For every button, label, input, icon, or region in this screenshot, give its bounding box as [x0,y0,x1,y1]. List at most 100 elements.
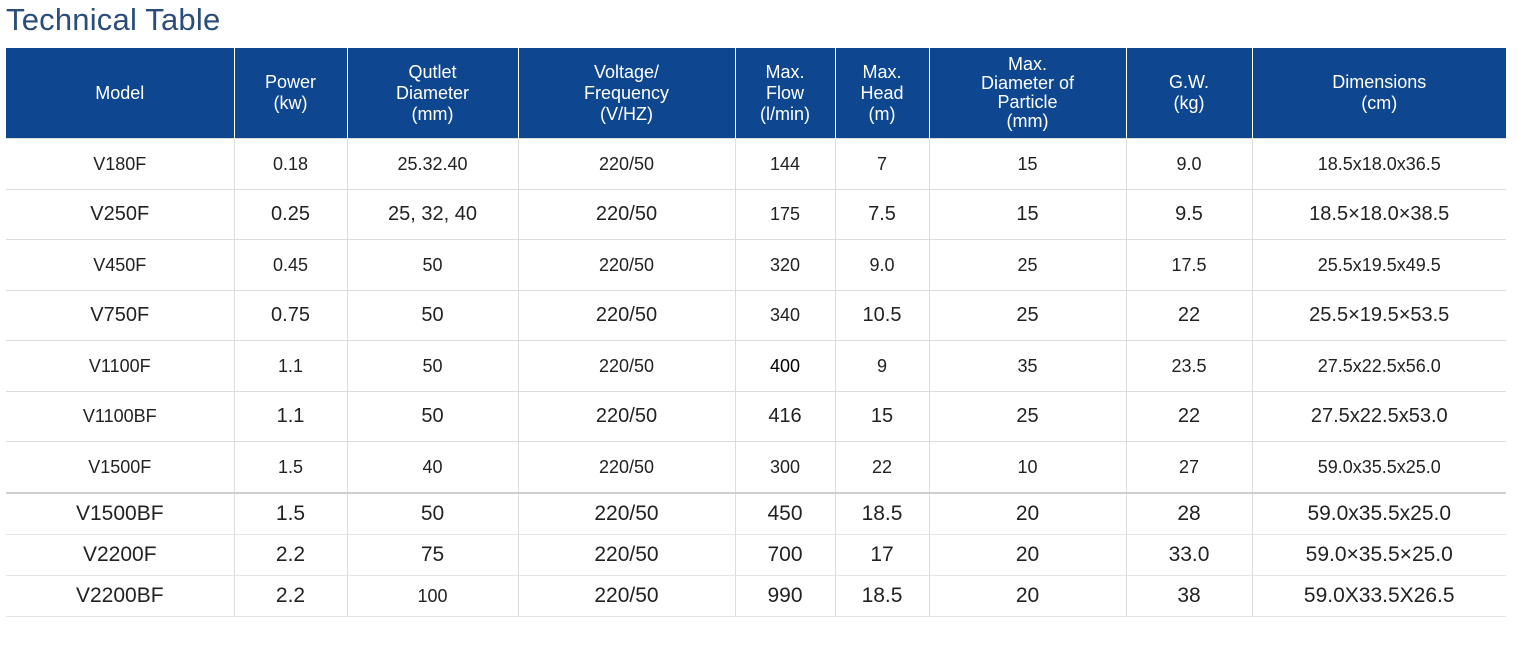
cell-head: 7 [834,138,929,190]
cell-particle: 20 [928,534,1126,576]
table-row: V2200BF 2.2 100 220/50 990 18.5 20 38 59… [6,575,1506,617]
cell-model: V1500F [6,441,234,494]
header-power: Power (kw) [233,48,347,139]
cell-head: 7.5 [834,189,929,240]
cell-head: 9 [834,340,929,392]
cell-outlet: 50 [346,391,518,442]
cell-dimensions: 25.5x19.5x49.5 [1251,239,1506,291]
cell-power: 1.1 [233,340,347,392]
cell-flow: 450 [734,493,835,535]
cell-gw: 9.5 [1125,189,1252,240]
cell-model: V1100F [6,340,234,392]
header-max-flow: Max. Flow (l/min) [734,48,835,139]
cell-gw: 17.5 [1125,239,1252,291]
table-row: V1500F 1.5 40 220/50 300 22 10 27 59.0x3… [6,441,1506,494]
cell-dimensions: 27.5x22.5x56.0 [1251,340,1506,392]
cell-outlet: 25.32.40 [346,138,518,190]
cell-power: 0.18 [233,138,347,190]
cell-head: 15 [834,391,929,442]
cell-voltage: 220/50 [517,441,735,494]
table-row: V750F 0.75 50 220/50 340 10.5 25 22 25.5… [6,290,1506,341]
cell-voltage: 220/50 [517,391,735,442]
cell-dimensions: 27.5x22.5x53.0 [1251,391,1506,442]
header-voltage-frequency: Voltage/Frequency (V/HZ) [517,48,735,139]
cell-model: V450F [6,239,234,291]
header-max-particle: Max. Diameter of Particle (mm) [928,48,1126,139]
cell-dimensions: 18.5x18.0x36.5 [1251,138,1506,190]
cell-voltage: 220/50 [517,534,735,576]
cell-outlet: 50 [346,340,518,392]
cell-particle: 15 [928,189,1126,240]
cell-outlet: 50 [346,239,518,291]
table-row: V1500BF 1.5 50 220/50 450 18.5 20 28 59.… [6,493,1506,535]
cell-voltage: 220/50 [517,290,735,341]
table-header-row: Model Power (kw) Qutlet Diameter (mm) Volta… [6,48,1506,139]
cell-particle: 20 [928,493,1126,535]
cell-flow: 144 [734,138,835,190]
cell-flow: 990 [734,575,835,617]
cell-model: V750F [6,290,234,341]
cell-dimensions: 59.0X33.5X26.5 [1251,575,1506,617]
cell-voltage: 220/50 [517,239,735,291]
cell-particle: 20 [928,575,1126,617]
cell-gw: 27 [1125,441,1252,494]
cell-dimensions: 59.0×35.5×25.0 [1251,534,1506,576]
cell-gw: 22 [1125,391,1252,442]
cell-particle: 25 [928,239,1126,291]
cell-power: 1.5 [233,493,347,535]
cell-power: 0.75 [233,290,347,341]
cell-particle: 15 [928,138,1126,190]
header-model: Model [6,48,234,139]
cell-flow: 700 [734,534,835,576]
cell-flow: 340 [734,290,835,341]
header-outlet-diameter: Qutlet Diameter (mm) [346,48,518,139]
table-row: V1100F 1.1 50 220/50 400 9 35 23.5 27.5x… [6,340,1506,392]
cell-outlet: 75 [346,534,518,576]
cell-outlet: 100 [346,575,518,617]
cell-particle: 10 [928,441,1126,494]
cell-voltage: 220/50 [517,340,735,392]
cell-head: 17 [834,534,929,576]
cell-voltage: 220/50 [517,575,735,617]
cell-flow: 320 [734,239,835,291]
cell-model: V250F [6,189,234,240]
cell-flow: 300 [734,441,835,494]
cell-model: V180F [6,138,234,190]
header-gross-weight: G.W. (kg) [1125,48,1252,139]
cell-gw: 38 [1125,575,1252,617]
cell-outlet: 50 [346,290,518,341]
cell-flow: 175 [734,189,835,240]
cell-dimensions: 59.0x35.5x25.0 [1251,441,1506,494]
header-dimensions: Dimensions (cm) [1251,48,1506,139]
cell-power: 1.1 [233,391,347,442]
table-row: V250F 0.25 25, 32, 40 220/50 175 7.5 15 … [6,189,1506,240]
cell-outlet: 40 [346,441,518,494]
cell-dimensions: 25.5×19.5×53.5 [1251,290,1506,341]
cell-head: 9.0 [834,239,929,291]
cell-outlet: 50 [346,493,518,535]
cell-particle: 25 [928,391,1126,442]
page-title: Technical Table [6,2,221,37]
cell-power: 0.25 [233,189,347,240]
cell-voltage: 220/50 [517,189,735,240]
cell-flow: 400 [734,340,835,392]
cell-power: 2.2 [233,534,347,576]
cell-power: 2.2 [233,575,347,617]
cell-gw: 22 [1125,290,1252,341]
cell-model: V2200F [6,534,234,576]
cell-outlet: 25, 32, 40 [346,189,518,240]
header-max-head: Max. Head (m) [834,48,929,139]
cell-particle: 25 [928,290,1126,341]
cell-head: 10.5 [834,290,929,341]
cell-gw: 33.0 [1125,534,1252,576]
cell-dimensions: 59.0x35.5x25.0 [1251,493,1506,535]
cell-dimensions: 18.5×18.0×38.5 [1251,189,1506,240]
cell-power: 1.5 [233,441,347,494]
table-row: V2200F 2.2 75 220/50 700 17 20 33.0 59.0… [6,534,1506,576]
table-row: V180F 0.18 25.32.40 220/50 144 7 15 9.0 … [6,138,1506,190]
cell-particle: 35 [928,340,1126,392]
cell-model: V2200BF [6,575,234,617]
cell-head: 18.5 [834,493,929,535]
cell-head: 18.5 [834,575,929,617]
table-row: V1100BF 1.1 50 220/50 416 15 25 22 27.5x… [6,391,1506,442]
